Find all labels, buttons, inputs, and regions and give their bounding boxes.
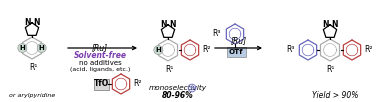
Text: monoselectivity: monoselectivity [149, 85, 207, 91]
Text: R³: R³ [212, 29, 221, 38]
Text: N: N [322, 20, 328, 29]
Text: Solvent-free: Solvent-free [73, 52, 127, 60]
Text: R²: R² [202, 45, 211, 54]
Text: H: H [155, 47, 161, 53]
Text: no additives: no additives [79, 60, 121, 66]
Text: R¹: R¹ [165, 65, 173, 74]
Text: H: H [39, 45, 45, 51]
Text: (acid, ligands, etc.): (acid, ligands, etc.) [70, 68, 130, 73]
Text: N: N [24, 18, 30, 27]
Circle shape [154, 45, 163, 54]
Text: R¹: R¹ [326, 65, 334, 74]
Text: 80-96%: 80-96% [162, 90, 194, 99]
Text: H: H [19, 45, 25, 51]
Text: OTf: OTf [229, 48, 243, 54]
Text: R³: R³ [287, 45, 295, 54]
Text: N: N [332, 20, 338, 29]
Text: R²: R² [133, 79, 141, 89]
Text: R²: R² [364, 45, 372, 54]
Text: [Ru]: [Ru] [92, 43, 108, 53]
Text: TfO: TfO [93, 79, 108, 89]
Text: R¹: R¹ [29, 63, 37, 72]
Circle shape [37, 43, 46, 53]
FancyBboxPatch shape [226, 47, 245, 57]
Text: N: N [34, 18, 40, 27]
Text: N: N [170, 20, 176, 29]
Text: [Ru]: [Ru] [231, 37, 246, 45]
Text: Yield > 90%: Yield > 90% [312, 90, 358, 99]
Text: or arylpyridine: or arylpyridine [9, 93, 55, 98]
Circle shape [18, 43, 27, 53]
Text: N: N [160, 20, 166, 29]
FancyBboxPatch shape [93, 79, 108, 89]
